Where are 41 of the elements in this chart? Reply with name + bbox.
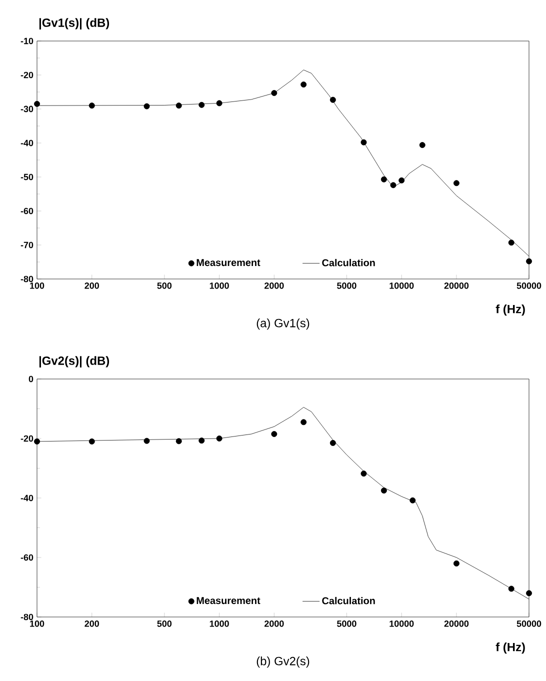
y-tick-label: -60 <box>20 208 34 214</box>
legend-label: Measurement <box>196 597 260 604</box>
x-tick-label: 100 <box>30 620 44 627</box>
y-tick-label: -20 <box>20 72 34 78</box>
y-tick-label: -40 <box>20 140 34 146</box>
text: (a) Gv1(s) <box>256 318 310 330</box>
x-axis-title: f (Hz) <box>496 304 525 316</box>
x-tick-label: 1000 <box>210 282 229 289</box>
y-tick-label: -80 <box>20 276 34 282</box>
x-tick-label: 1000 <box>210 620 229 627</box>
x-tick-label: 2000 <box>264 282 284 289</box>
x-tick-label: 200 <box>84 282 99 289</box>
y-axis-title: |Gv2(s)| (dB) <box>39 356 110 368</box>
y-axis-title: |Gv1(s)| (dB) <box>39 18 110 30</box>
x-tick-label: 20000 <box>444 620 469 627</box>
legend-label: Measurement <box>196 259 260 266</box>
y-tick-label: -10 <box>20 38 34 44</box>
x-tick-label: 50000 <box>516 282 542 289</box>
y-tick-label: -50 <box>20 174 34 180</box>
x-tick-label: 5000 <box>337 620 356 627</box>
y-tick-label: 0 <box>28 376 34 382</box>
y-tick-label: -30 <box>20 106 34 112</box>
y-tick-label: -40 <box>20 494 34 502</box>
x-tick-label: 20000 <box>444 282 469 289</box>
x-tick-label: 500 <box>157 620 172 627</box>
legend-label: Calculation <box>322 596 375 604</box>
x-tick-label: 500 <box>157 282 172 289</box>
y-tick-label: -20 <box>20 435 34 442</box>
x-axis-title: f (Hz) <box>496 642 525 654</box>
x-tick-label: 10000 <box>390 282 414 289</box>
x-tick-label: 50000 <box>516 620 542 627</box>
y-tick-label: -60 <box>20 554 34 561</box>
y-tick-label: -70 <box>20 242 34 248</box>
y-tick-label: -80 <box>20 614 34 620</box>
x-tick-label: 100 <box>30 282 44 289</box>
x-tick-label: 2000 <box>264 620 284 627</box>
x-tick-label: 200 <box>84 620 99 627</box>
x-tick-label: 10000 <box>390 620 414 627</box>
text: (b) Gv2(s) <box>256 656 310 668</box>
x-tick-label: 5000 <box>337 282 356 289</box>
legend-label: Calculation <box>322 258 375 266</box>
